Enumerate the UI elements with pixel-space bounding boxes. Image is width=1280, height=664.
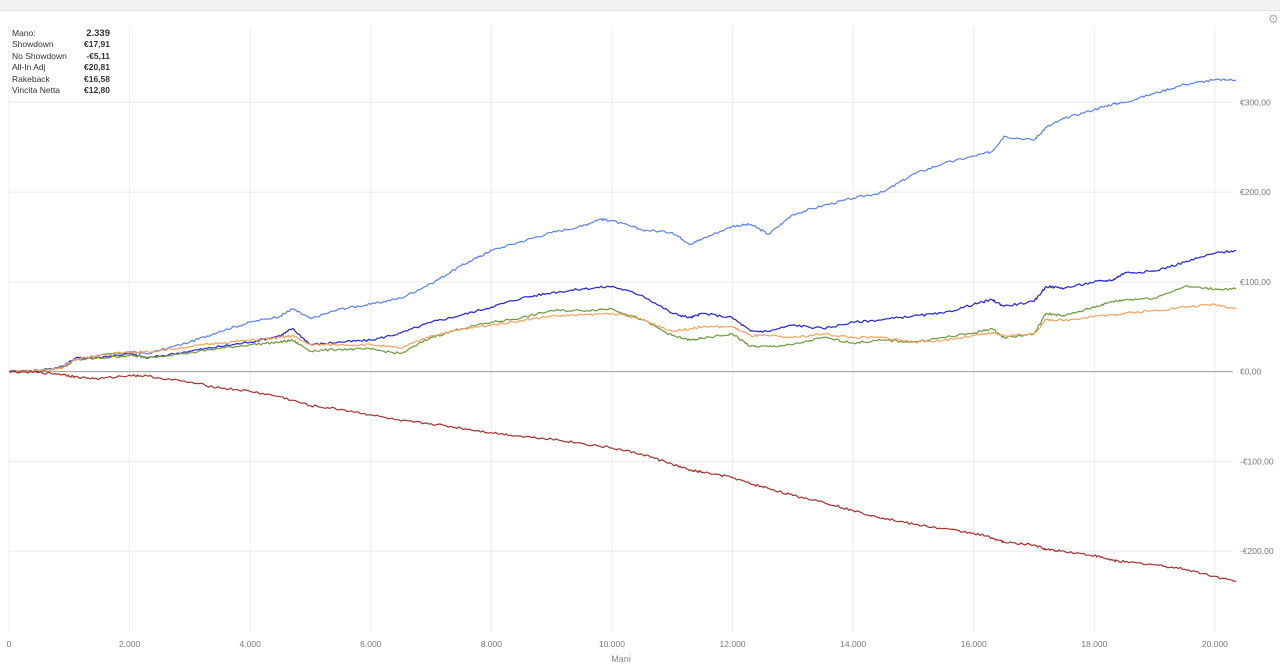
- x-tick-label: 6.000: [360, 639, 382, 649]
- settings-gear-icon[interactable]: ⚙: [1268, 12, 1279, 26]
- x-tick-label: 14.000: [840, 639, 866, 649]
- y-tick-label: -€100,00: [1240, 456, 1274, 466]
- stat-row: Vincita Netta €12,80: [12, 85, 110, 96]
- series-line: [8, 284, 1237, 373]
- x-axis-label: Mani: [611, 654, 631, 664]
- x-tick-label: 18.000: [1081, 639, 1107, 649]
- stat-row: All-In Adj €20,81: [12, 62, 110, 73]
- stat-value: €16,58: [84, 73, 110, 84]
- stat-row: Rakeback €16,58: [12, 74, 110, 85]
- x-axis-ticks: 0 2.000 4.000 6.000 8.000 10.000 12.000 14.000 1…: [7, 639, 1229, 649]
- series-line: [8, 370, 1237, 583]
- x-tick-label: 2.000: [119, 639, 141, 649]
- stat-label: Showdown: [12, 39, 54, 50]
- stats-panel: Mano: 2.339 Showdown €17,91 No Showdown -€5,1…: [12, 28, 110, 96]
- stat-value: €20,81: [84, 62, 110, 73]
- y-tick-label: €300,00: [1240, 97, 1271, 107]
- series-line: [8, 78, 1237, 374]
- stat-value: €12,80: [84, 85, 110, 96]
- stat-label: Rakeback: [12, 73, 50, 84]
- series-line: [8, 249, 1237, 374]
- series-lines: [8, 78, 1237, 583]
- y-axis-ticks: -€200,00 -€100,00 €0,00 €100,00 €200,00 €300,…: [1240, 97, 1274, 556]
- stat-value: 2.339: [86, 28, 110, 39]
- x-tick-label: 20.000: [1202, 639, 1228, 649]
- stat-value: -€5,11: [86, 50, 110, 61]
- x-tick-label: 10.000: [599, 639, 625, 649]
- y-tick-label: €200,00: [1240, 187, 1271, 197]
- y-tick-label: €0,00: [1240, 367, 1262, 377]
- x-tick-label: 0: [7, 639, 12, 649]
- x-tick-label: 8.000: [481, 639, 503, 649]
- x-tick-label: 4.000: [240, 639, 262, 649]
- stat-label: Vincita Netta: [12, 85, 61, 96]
- top-toolbar-strip: [0, 0, 1280, 11]
- y-tick-label: €100,00: [1240, 277, 1271, 287]
- stat-label: Mano:: [12, 28, 36, 38]
- stat-row: No Showdown -€5,11: [12, 51, 110, 62]
- stat-row: Mano: 2.339: [12, 28, 110, 39]
- series-line: [8, 303, 1237, 374]
- x-tick-label: 16.000: [961, 639, 987, 649]
- stat-value: €17,91: [84, 39, 110, 50]
- stat-row: Showdown €17,91: [12, 39, 110, 50]
- grid-lines: [8, 26, 1233, 632]
- y-tick-label: -€200,00: [1240, 546, 1274, 556]
- stat-label: No Showdown: [12, 50, 67, 61]
- stat-label: All-In Adj: [12, 62, 46, 73]
- x-tick-label: 12.000: [720, 639, 746, 649]
